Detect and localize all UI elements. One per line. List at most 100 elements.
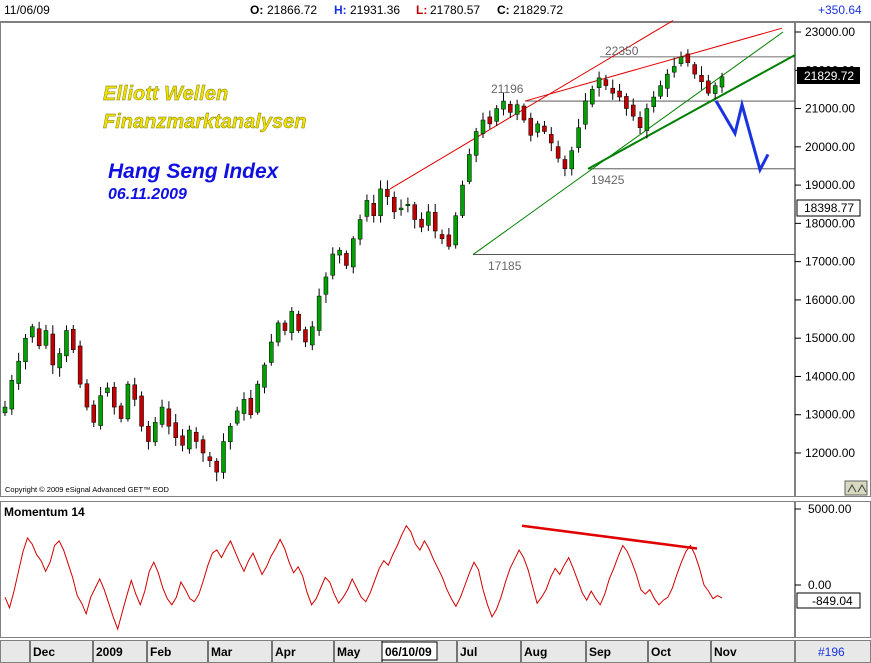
candle-down (50, 333, 56, 366)
candle-down (344, 253, 349, 266)
candle-up (569, 150, 575, 170)
red-channel-upper (389, 20, 674, 190)
elliott-projection-path (714, 98, 770, 174)
candle-up (152, 422, 158, 443)
candle-up (719, 76, 725, 88)
candle-down (508, 103, 513, 113)
candle-up (57, 353, 62, 369)
red-channel-lower (524, 27, 783, 102)
candle-up (159, 406, 165, 425)
candle-up (64, 330, 69, 357)
candle-down (180, 435, 185, 446)
candle-up (480, 119, 486, 134)
candle-down (84, 383, 90, 408)
time-tick-label: Feb (150, 645, 171, 659)
candle-up (658, 85, 663, 97)
candle-down (214, 460, 219, 473)
candle-down (630, 104, 636, 117)
candle-down (624, 96, 629, 109)
candle-up (494, 108, 499, 122)
open-value: 21866.72 (267, 3, 318, 17)
price-tick-label: 15000.00 (805, 331, 855, 345)
candle-down (637, 117, 643, 128)
candle-up (357, 219, 363, 240)
candle-down (555, 146, 561, 159)
price-axis-frame (795, 22, 871, 497)
level-label-21196: 21196 (491, 82, 524, 96)
candle-down (610, 87, 615, 94)
annotation-index-name: Hang Seng Index (108, 160, 280, 183)
candle-up (583, 100, 588, 125)
candle-up (30, 326, 35, 338)
price-tick-label: 19000.00 (805, 178, 855, 192)
candle-down (706, 80, 711, 94)
candle-down (200, 439, 206, 454)
time-tick-label: 06/10/09 (385, 645, 432, 659)
candle-down (699, 75, 704, 83)
candle-up (228, 425, 233, 443)
candle-up (2, 406, 8, 414)
time-tick-label: Oct (651, 645, 671, 659)
candle-up (255, 383, 260, 413)
candle-up (221, 441, 226, 473)
candle-up (262, 364, 267, 388)
candle-down (385, 188, 390, 197)
candle-up (405, 203, 411, 206)
main-plot-frame (0, 22, 795, 497)
candle-down (139, 395, 144, 427)
bar-count: #196 (818, 645, 845, 659)
candle-up (576, 127, 581, 148)
quote-date: 11/06/09 (4, 3, 50, 17)
candle-down (71, 328, 76, 350)
candle-up (187, 429, 192, 450)
time-tick-label: Nov (714, 645, 737, 659)
candle-down (528, 117, 534, 136)
close-value: 21829.72 (513, 3, 564, 17)
candle-down (439, 234, 445, 239)
candle-up (453, 215, 458, 246)
candle-up (665, 73, 670, 89)
candle-up (398, 207, 404, 210)
candle-down (296, 313, 301, 331)
candle-up (310, 326, 315, 346)
candle-up (460, 184, 465, 216)
low-value: 21780.57 (430, 3, 481, 17)
time-tick-label: Apr (275, 645, 296, 659)
candle-up (678, 56, 684, 64)
time-tick-label: Aug (524, 645, 547, 659)
candle-down (36, 328, 42, 347)
high-value: 21931.36 (350, 3, 401, 17)
price-tick-label: 13000.00 (805, 408, 855, 422)
annotation-title-line2: Finanzmarktanalysen (103, 111, 306, 133)
time-tick-label: Dec (33, 645, 55, 659)
candle-up (501, 100, 506, 110)
high-label: H: (334, 3, 347, 17)
level-label-19425: 19425 (591, 173, 625, 187)
change-value: +350.64 (818, 3, 862, 17)
green-channel-thin (472, 31, 784, 255)
candle-up (125, 383, 131, 420)
candle-up (651, 96, 656, 107)
candle-up (105, 387, 110, 393)
candle-down (248, 397, 254, 415)
candle-down (685, 53, 691, 63)
price-tick-label: 12000.00 (805, 446, 855, 460)
candle-down (303, 329, 308, 343)
time-tick-label: Sep (589, 645, 611, 659)
open-label: O: (250, 3, 264, 17)
candle-up (23, 337, 28, 363)
candle-down (146, 425, 151, 442)
candle-down (412, 204, 417, 220)
candle-up (514, 104, 520, 115)
candle-up (330, 253, 336, 276)
candle-down (521, 105, 527, 121)
candle-down (446, 234, 452, 247)
candle-up (364, 200, 370, 217)
price-tick-label: 18000.00 (805, 216, 855, 230)
time-tick-label: 2009 (96, 645, 123, 659)
quote-header: 11/06/09 O: 21866.72 H: 21931.36 L: 2178… (0, 0, 871, 22)
last-price-tag-bg (797, 67, 860, 84)
level-label-22350: 22350 (605, 44, 639, 58)
scale-icon[interactable] (844, 480, 868, 496)
